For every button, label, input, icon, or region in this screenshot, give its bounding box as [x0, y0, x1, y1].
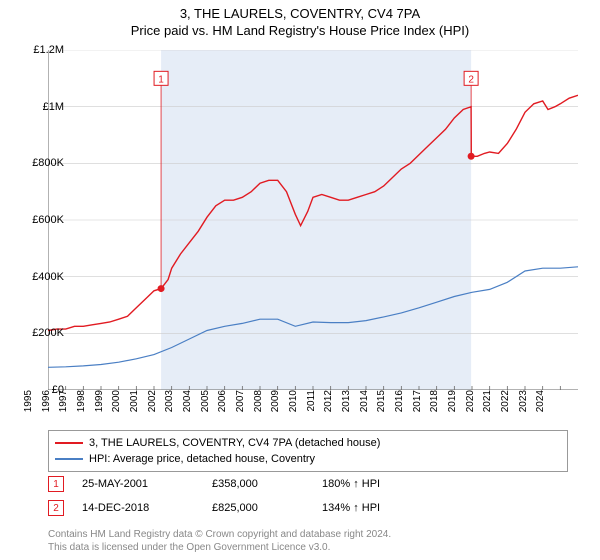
sale-record-1: 1 25-MAY-2001 £358,000 180% ↑ HPI	[48, 476, 422, 492]
x-axis-tick-label: 2010	[288, 390, 299, 420]
x-axis-tick-label: 1996	[41, 390, 52, 420]
sale-hpi-pct: 180% ↑ HPI	[322, 478, 422, 490]
sale-record-2: 2 14-DEC-2018 £825,000 134% ↑ HPI	[48, 500, 422, 516]
chart-title-address: 3, THE LAURELS, COVENTRY, CV4 7PA	[0, 0, 600, 21]
sale-marker-icon: 1	[48, 476, 64, 492]
x-axis-tick-label: 2014	[359, 390, 370, 420]
legend-label: HPI: Average price, detached house, Cove…	[89, 453, 315, 465]
x-axis-tick-label: 2012	[323, 390, 334, 420]
x-axis-tick-label: 2001	[129, 390, 140, 420]
y-axis-tick-label: £1.2M	[33, 44, 64, 56]
x-axis-tick-label: 2006	[217, 390, 228, 420]
price-chart: 12	[48, 50, 578, 390]
svg-text:1: 1	[158, 74, 164, 85]
x-axis-tick-label: 2004	[182, 390, 193, 420]
x-axis-tick-label: 2002	[147, 390, 158, 420]
x-axis-tick-label: 1998	[76, 390, 87, 420]
legend-swatch	[55, 458, 83, 460]
x-axis-tick-label: 2003	[164, 390, 175, 420]
x-axis-tick-label: 2019	[447, 390, 458, 420]
sale-price: £825,000	[212, 502, 322, 514]
x-axis-tick-label: 1997	[58, 390, 69, 420]
x-axis-tick-label: 2024	[535, 390, 546, 420]
x-axis-tick-label: 2009	[270, 390, 281, 420]
attribution-text: Contains HM Land Registry data © Crown c…	[48, 528, 391, 554]
sale-marker-icon: 2	[48, 500, 64, 516]
y-axis-tick-label: £200K	[32, 327, 64, 339]
x-axis-tick-label: 2023	[518, 390, 529, 420]
x-axis-tick-label: 2011	[306, 390, 317, 420]
x-axis-tick-label: 2018	[429, 390, 440, 420]
x-axis-tick-label: 2005	[200, 390, 211, 420]
legend-swatch	[55, 442, 83, 444]
x-axis-tick-label: 2000	[111, 390, 122, 420]
x-axis-tick-label: 2021	[482, 390, 493, 420]
legend-item-price-paid: 3, THE LAURELS, COVENTRY, CV4 7PA (detac…	[55, 435, 561, 451]
x-axis-tick-label: 2022	[500, 390, 511, 420]
sale-price: £358,000	[212, 478, 322, 490]
x-axis-tick-label: 2017	[412, 390, 423, 420]
y-axis-tick-label: £1M	[43, 101, 64, 113]
sale-date: 14-DEC-2018	[82, 502, 212, 514]
legend: 3, THE LAURELS, COVENTRY, CV4 7PA (detac…	[48, 430, 568, 472]
x-axis-tick-label: 2020	[465, 390, 476, 420]
y-axis-tick-label: £800K	[32, 157, 64, 169]
chart-title-subtitle: Price paid vs. HM Land Registry's House …	[0, 21, 600, 38]
svg-text:2: 2	[468, 74, 474, 85]
x-axis-tick-label: 1999	[94, 390, 105, 420]
x-axis-tick-label: 1995	[23, 390, 34, 420]
x-axis-tick-label: 2013	[341, 390, 352, 420]
x-axis-tick-label: 2008	[253, 390, 264, 420]
sale-hpi-pct: 134% ↑ HPI	[322, 502, 422, 514]
x-axis-tick-label: 2007	[235, 390, 246, 420]
x-axis-tick-label: 2016	[394, 390, 405, 420]
legend-label: 3, THE LAURELS, COVENTRY, CV4 7PA (detac…	[89, 437, 380, 449]
x-axis-tick-label: 2015	[376, 390, 387, 420]
y-axis-tick-label: £600K	[32, 214, 64, 226]
y-axis-tick-label: £400K	[32, 271, 64, 283]
sale-date: 25-MAY-2001	[82, 478, 212, 490]
legend-item-hpi: HPI: Average price, detached house, Cove…	[55, 451, 561, 467]
